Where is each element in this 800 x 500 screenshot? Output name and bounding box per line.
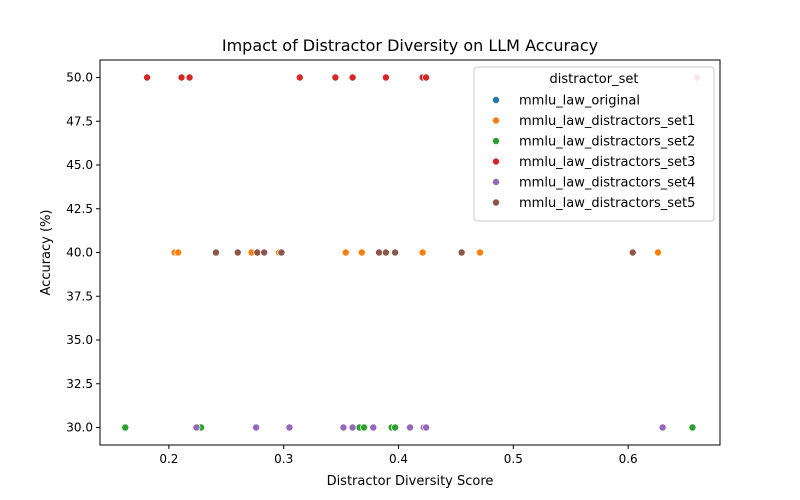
legend-item-label: mmlu_law_distractors_set2 [519,135,695,150]
y-tick-label: 37.5 [66,289,93,303]
data-point [277,248,286,257]
y-tick-label: 32.5 [66,377,93,391]
data-point [348,73,357,82]
data-point [121,423,130,432]
data-point [252,423,261,432]
data-point [143,73,152,82]
legend-marker [491,157,500,166]
data-point [658,423,667,432]
y-tick-label: 42.5 [66,202,93,216]
data-point [369,423,378,432]
data-point [391,248,400,257]
data-point [339,423,348,432]
legend-marker [491,96,500,105]
data-point [285,423,294,432]
data-point [174,248,183,257]
x-tick-label: 0.6 [619,452,638,466]
data-point [688,423,697,432]
data-point [357,248,366,257]
data-point [348,423,357,432]
x-tick-label: 0.2 [159,452,178,466]
y-tick-label: 40.0 [66,246,93,260]
data-point [295,73,304,82]
data-point [211,248,220,257]
y-tick-label: 47.5 [66,114,93,128]
data-point [457,248,466,257]
data-point [185,73,194,82]
data-point [374,248,383,257]
x-axis-label: Distractor Diversity Score [327,474,494,489]
y-tick-label: 35.0 [66,333,93,347]
legend-box [473,66,715,222]
legend-item-label: mmlu_law_original [519,94,640,109]
chart-title: Impact of Distractor Diversity on LLM Ac… [222,36,598,55]
data-point [260,248,269,257]
data-point [476,248,485,257]
data-point [418,248,427,257]
data-point [381,248,390,257]
data-point [253,248,262,257]
legend: distractor_set mmlu_law_original mmlu_law… [473,66,715,222]
y-axis-label: Accuracy (%) [39,210,54,296]
x-tick-label: 0.4 [389,452,408,466]
data-point [422,423,431,432]
y-axis: 30.0 32.5 35.0 37.5 40.0 42.5 45.0 47.5 50.0 [66,71,100,435]
x-tick-label: 0.3 [274,452,293,466]
data-point [422,73,431,82]
data-point [192,423,201,432]
data-point [405,423,414,432]
y-tick-label: 30.0 [66,421,93,435]
x-tick-label: 0.5 [504,452,523,466]
data-point [628,248,637,257]
legend-marker [491,177,500,186]
legend-item-label: mmlu_law_distractors_set4 [519,176,695,191]
data-point [654,248,663,257]
data-point [177,73,186,82]
data-point [381,73,390,82]
legend-marker [491,136,500,145]
y-tick-label: 45.0 [66,158,93,172]
data-point [360,423,369,432]
data-point [233,248,242,257]
legend-title: distractor_set [550,72,639,87]
x-axis: 0.2 0.3 0.4 0.5 0.6 [159,445,638,466]
data-point [391,423,400,432]
legend-item-label: mmlu_law_distractors_set1 [519,114,695,129]
legend-marker [491,116,500,125]
legend-marker [491,198,500,207]
legend-item-label: mmlu_law_distractors_set3 [519,155,695,170]
y-tick-label: 50.0 [66,71,93,85]
data-point [341,248,350,257]
legend-item-label: mmlu_law_distractors_set5 [519,196,695,211]
data-point [331,73,340,82]
